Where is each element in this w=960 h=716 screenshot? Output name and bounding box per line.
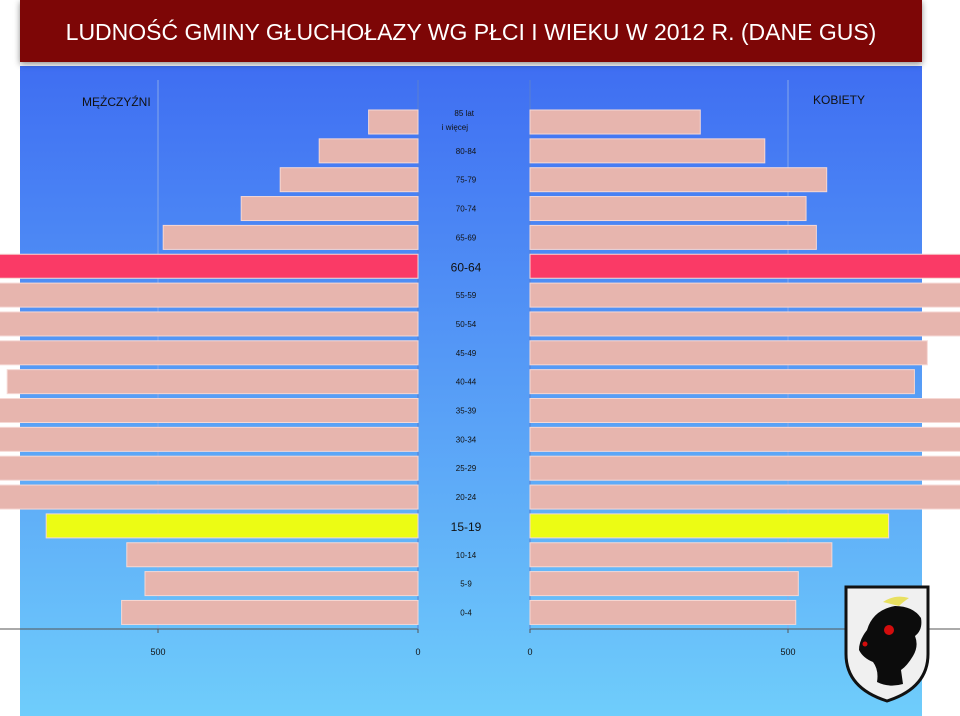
bar-women (529, 369, 915, 395)
x-tick-label: 0 (527, 647, 532, 657)
bar-women (529, 109, 701, 135)
bar-men (162, 224, 419, 250)
x-tick-label: 500 (780, 647, 795, 657)
chart-title: LUDNOŚĆ GMINY GŁUCHOŁAZY WG PŁCI I WIEKU… (65, 19, 877, 45)
bar-women (529, 138, 766, 164)
bar-men (121, 599, 419, 625)
age-group-label: 75-79 (456, 176, 477, 185)
bar-men (126, 542, 419, 568)
age-group-label: 50-54 (456, 320, 477, 329)
bar-women (529, 196, 807, 222)
series-label-women: KOBIETY (813, 93, 865, 107)
bar-men (0, 484, 419, 510)
bar-men (0, 340, 419, 366)
bar-women (529, 167, 828, 193)
bar-women (529, 311, 960, 337)
age-group-label: 55-59 (456, 291, 477, 300)
bar-women (529, 224, 817, 250)
series-label-men: MĘŻCZYŹNI (82, 94, 151, 109)
bar-men (144, 571, 419, 597)
bar-women (529, 282, 960, 308)
x-tick-label: 500 (150, 647, 165, 657)
age-group-label: 25-29 (456, 464, 477, 473)
age-group-label: 5-9 (460, 580, 472, 589)
age-group-label: 0-4 (460, 608, 472, 617)
crest-eye (884, 625, 894, 635)
bar-women (529, 513, 890, 539)
bar-men (279, 167, 419, 193)
age-group-label: 45-49 (456, 349, 477, 358)
age-group-label: 80-84 (456, 147, 477, 156)
crest-horse-head (859, 606, 922, 686)
age-group-label: 60-64 (451, 260, 482, 274)
bar-men (0, 282, 419, 308)
age-group-label: 65-69 (456, 233, 477, 242)
age-group-label: 85 lat (454, 109, 474, 118)
bar-women (529, 253, 960, 279)
age-group-label: i więcej (442, 123, 468, 132)
bar-women (529, 455, 960, 481)
bar-men (6, 369, 419, 395)
bar-men (45, 513, 419, 539)
bar-women (529, 571, 799, 597)
x-tick-label: 0 (415, 647, 420, 657)
bar-men (0, 426, 419, 452)
age-group-label: 20-24 (456, 493, 477, 502)
bar-women (529, 599, 797, 625)
age-group-label: 70-74 (456, 205, 477, 214)
bar-men (368, 109, 419, 135)
bar-women (529, 484, 960, 510)
bar-men (240, 196, 419, 222)
bar-men (0, 253, 419, 279)
bar-men (0, 398, 419, 423)
labels: 10005000050010001500MĘŻCZYŹNIKOBIETY85 l… (82, 93, 865, 657)
bar-men (0, 311, 419, 337)
age-group-label: 40-44 (456, 378, 477, 387)
coat-of-arms-logo (844, 585, 930, 703)
crest-nostril (862, 641, 868, 647)
age-group-label: 35-39 (456, 407, 477, 416)
bar-women (529, 426, 960, 452)
bar-men (318, 138, 419, 164)
crest-mane (883, 596, 909, 606)
age-group-label: 10-14 (456, 551, 477, 560)
title-banner: LUDNOŚĆ GMINY GŁUCHOŁAZY WG PŁCI I WIEKU… (20, 0, 922, 62)
age-group-label: 15-19 (451, 520, 482, 534)
age-group-label: 30-34 (456, 435, 477, 444)
bar-men (0, 455, 419, 481)
bars (0, 109, 960, 625)
bar-women (529, 398, 960, 423)
bar-women (529, 542, 833, 568)
bar-women (529, 340, 928, 366)
